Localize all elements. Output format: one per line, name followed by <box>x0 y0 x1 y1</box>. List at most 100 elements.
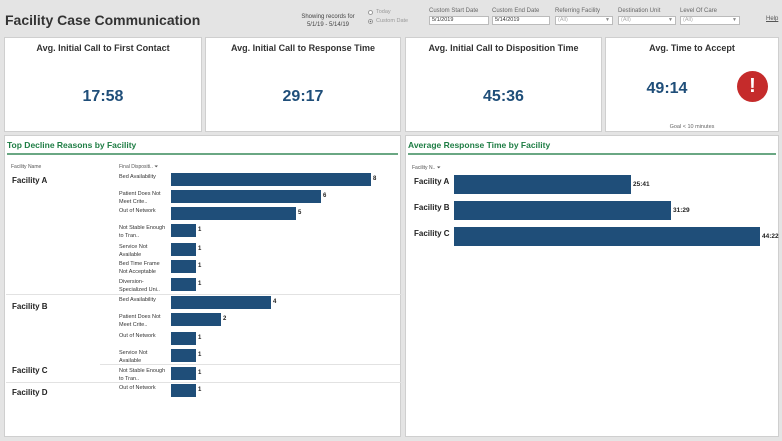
kpi-disposition-time: Avg. Initial Call to Disposition Time 45… <box>405 37 602 132</box>
kpi-goal: Goal < 10 minutes <box>669 124 715 130</box>
decline-bar[interactable] <box>171 190 321 203</box>
showing-line-1: Showing records for <box>301 14 355 20</box>
filter-label: Level Of Care <box>680 8 718 14</box>
start-date-input[interactable]: 5/1/2019 <box>429 16 489 25</box>
decline-reason-label: Diversion- Specialized Uni.. <box>119 279 160 293</box>
decline-bar-value: 2 <box>223 316 227 322</box>
facility-label: Facility D <box>12 388 48 397</box>
decline-reason-label: Out of Network <box>119 208 156 214</box>
decline-bar-value: 8 <box>373 176 377 182</box>
decline-bar[interactable] <box>171 296 271 309</box>
chevron-down-icon: ▼ <box>732 17 737 23</box>
column-header-disposition[interactable]: Final Dispositi.. ⏷ <box>119 164 158 170</box>
sort-icon: ⏷ <box>436 165 441 171</box>
radio-dot-icon <box>368 10 373 15</box>
title-divider <box>408 153 776 155</box>
showing-records: Showing records for 5/1/19 - 5/14/19 <box>298 13 358 29</box>
select-value: (All) <box>558 17 568 23</box>
kpi-time-to-accept: Avg. Time to Accept 49:14 ! Goal < 10 mi… <box>605 37 779 132</box>
decline-bar-value: 1 <box>198 352 202 358</box>
decline-reason-label: Not Stable Enough to Tran.. <box>119 368 166 382</box>
panel-title: Average Response Time by Facility <box>408 140 551 150</box>
response-bar[interactable] <box>454 175 631 194</box>
decline-bar[interactable] <box>171 224 196 237</box>
radio-custom-date[interactable]: Custom Date <box>368 17 408 26</box>
response-facility-label: Facility C <box>414 229 450 238</box>
radio-today-label: Today <box>376 9 391 15</box>
decline-bar-value: 1 <box>198 370 202 376</box>
date-mode-radio-group: Today Custom Date <box>368 8 408 26</box>
decline-bar[interactable] <box>171 367 196 380</box>
decline-bar-value: 1 <box>198 246 202 252</box>
column-header-facility: Facility Name <box>11 164 42 170</box>
response-bar[interactable] <box>454 227 760 246</box>
filter-label: Custom End Date <box>492 8 540 14</box>
chevron-down-icon: ▼ <box>605 17 610 23</box>
kpi-title: Avg. Time to Accept <box>649 43 735 53</box>
column-header-label: Facility N.. <box>412 165 436 171</box>
destination-unit-select[interactable]: (All) ▼ <box>618 16 676 25</box>
decline-bar-value: 1 <box>198 263 202 269</box>
kpi-first-contact: Avg. Initial Call to First Contact 17:58 <box>4 37 202 132</box>
response-bar-value: 25:41 <box>633 181 650 188</box>
decline-bar[interactable] <box>171 173 371 186</box>
decline-bar[interactable] <box>171 243 196 256</box>
filter-custom-end-date: Custom End Date 5/14/2019 <box>492 8 550 25</box>
kpi-value: 45:36 <box>483 88 524 105</box>
decline-bar-value: 1 <box>198 281 202 287</box>
decline-reason-label: Bed Availability <box>119 174 156 180</box>
help-link[interactable]: Help <box>766 16 779 22</box>
alert-icon: ! <box>737 71 768 102</box>
decline-reason-label: Not Stable Enough to Tran.. <box>119 225 166 239</box>
response-bar[interactable] <box>454 201 671 220</box>
select-value: (All) <box>621 17 631 23</box>
filter-label: Destination Unit <box>618 8 661 14</box>
decline-bar[interactable] <box>171 384 196 397</box>
decline-bar-value: 1 <box>198 387 202 393</box>
decline-reason-label: Bed Time Frame Not Acceptable <box>119 261 160 275</box>
column-header-label: Final Dispositi.. <box>119 164 153 170</box>
decline-reason-label: Patient Does Not Meet Crite.. <box>119 191 161 205</box>
row-divider <box>6 382 404 383</box>
column-header-facility[interactable]: Facility N.. ⏷ <box>412 165 441 171</box>
decline-reason-label: Out of Network <box>119 385 156 391</box>
decline-bar[interactable] <box>171 313 221 326</box>
filter-custom-start-date: Custom Start Date 5/1/2019 <box>429 8 489 25</box>
level-of-care-select[interactable]: (All) ▼ <box>680 16 740 25</box>
chevron-down-icon: ▼ <box>668 17 673 23</box>
kpi-value: 17:58 <box>82 88 124 105</box>
decline-bar[interactable] <box>171 207 296 220</box>
decline-bar[interactable] <box>171 349 196 362</box>
kpi-response-time: Avg. Initial Call to Response Time 29:17 <box>205 37 401 132</box>
radio-custom-label: Custom Date <box>376 18 409 24</box>
end-date-input[interactable]: 5/14/2019 <box>492 16 550 25</box>
row-divider <box>6 294 404 295</box>
decline-reason-label: Out of Network <box>119 333 156 339</box>
decline-reason-label: Patient Does Not Meet Crite.. <box>119 314 161 328</box>
filter-level-of-care: Level Of Care (All) ▼ <box>680 8 740 25</box>
filter-destination-unit: Destination Unit (All) ▼ <box>618 8 676 25</box>
kpi-title: Avg. Initial Call to First Contact <box>36 43 170 53</box>
showing-line-2: 5/1/19 - 5/14/19 <box>306 22 350 28</box>
filter-referring-facility: Referring Facility (All) ▼ <box>555 8 613 25</box>
decline-bar[interactable] <box>171 260 196 273</box>
kpi-title: Avg. Initial Call to Response Time <box>230 43 376 53</box>
kpi-value: 29:17 <box>282 88 324 105</box>
referring-facility-select[interactable]: (All) ▼ <box>555 16 613 25</box>
decline-bar-value: 1 <box>198 335 202 341</box>
sort-icon: ⏷ <box>154 164 159 170</box>
decline-reason-label: Bed Availability <box>119 297 156 303</box>
decline-bar[interactable] <box>171 332 196 345</box>
decline-bar-value: 4 <box>273 299 277 305</box>
title-divider <box>7 153 398 155</box>
select-value: (All) <box>683 17 693 23</box>
kpi-value: 49:14 <box>646 80 688 97</box>
row-divider <box>100 364 400 365</box>
response-time-panel: Average Response Time by Facility Facili… <box>405 135 779 437</box>
decline-bar[interactable] <box>171 278 196 291</box>
decline-reason-label: Service Not Available <box>119 350 148 364</box>
panel-title: Top Decline Reasons by Facility <box>7 140 137 150</box>
radio-today[interactable]: Today <box>368 8 408 17</box>
filter-label: Referring Facility <box>555 8 601 14</box>
decline-bar-value: 1 <box>198 227 202 233</box>
